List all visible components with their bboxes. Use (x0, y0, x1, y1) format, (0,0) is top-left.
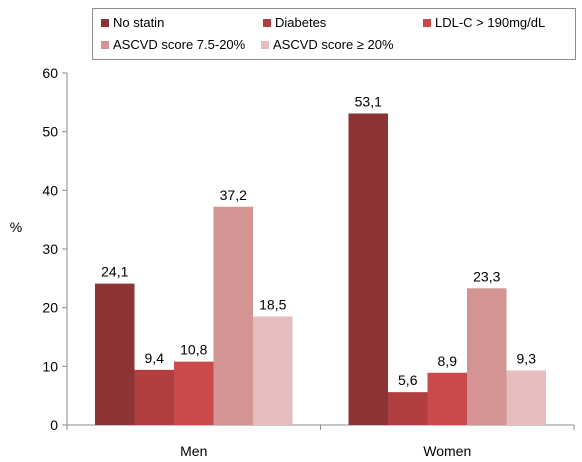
bars (95, 113, 546, 425)
bar (174, 361, 214, 425)
y-tick-label: 60 (42, 65, 58, 81)
legend-swatch (101, 18, 109, 27)
legend-label: Diabetes (275, 15, 327, 30)
chart-legend: No statin Diabetes LDL-C > 190mg/dL ASCV… (92, 8, 576, 60)
legend-label: ASCVD score ≥ 20% (273, 37, 394, 52)
data-label: 23,3 (473, 268, 500, 284)
bar (134, 369, 174, 425)
legend-item-ldl: LDL-C > 190mg/dL (423, 15, 545, 30)
bar (348, 113, 388, 425)
bar (467, 288, 507, 425)
data-label: 53,1 (355, 93, 382, 109)
bar (388, 392, 428, 425)
data-labels: 24,1 9,4 10,8 37,2 18,5 53,1 5,6 8,9 23,3 9,3 (101, 93, 536, 388)
y-tick-label: 10 (42, 358, 58, 374)
legend-label: ASCVD score 7.5-20% (113, 37, 246, 52)
data-label: 24,1 (101, 264, 128, 280)
data-label: 9,4 (145, 350, 165, 366)
bar (253, 316, 293, 425)
data-label: 8,9 (438, 353, 458, 369)
legend-swatch (261, 40, 269, 49)
y-axis: 0 10 20 30 40 50 60 (42, 65, 68, 433)
legend-item-diabetes: Diabetes (263, 15, 326, 30)
legend-label: LDL-C > 190mg/dL (435, 15, 546, 30)
data-label: 37,2 (220, 187, 247, 203)
data-label: 9,3 (517, 350, 537, 366)
legend-label: No statin (113, 15, 165, 30)
bar (95, 283, 135, 425)
legend-item-ascvd-20: ASCVD score ≥ 20% (261, 37, 394, 52)
bar (213, 206, 253, 425)
legend-item-no-statin: No statin (101, 15, 164, 30)
y-tick-label: 20 (42, 300, 58, 316)
legend-item-ascvd-7-5-20: ASCVD score 7.5-20% (101, 37, 245, 52)
y-tick-label: 40 (42, 182, 58, 198)
x-tick-label: Men (180, 443, 207, 459)
data-label: 18,5 (259, 296, 286, 312)
bar (506, 370, 546, 425)
data-label: 5,6 (398, 372, 418, 388)
y-axis-title: % (10, 219, 22, 235)
bar (427, 372, 467, 425)
x-tick-label: Women (423, 443, 471, 459)
y-tick-label: 0 (50, 417, 58, 433)
y-tick-label: 50 (42, 124, 58, 140)
x-axis: Men Women (66, 424, 575, 459)
y-tick-label: 30 (42, 241, 58, 257)
data-label: 10,8 (180, 342, 207, 358)
legend-swatch (101, 40, 109, 49)
legend-swatch (263, 18, 271, 27)
legend-swatch (423, 18, 431, 27)
